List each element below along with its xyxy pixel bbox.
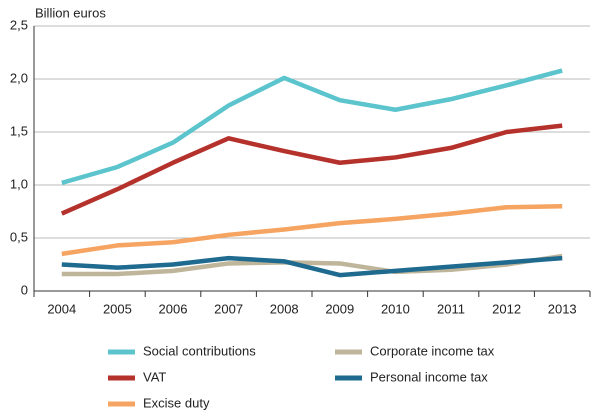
x-tick-label: 2009 <box>325 301 354 316</box>
y-tick-label: 1,5 <box>10 123 28 138</box>
legend-label: Social contributions <box>143 343 256 358</box>
series-line <box>61 253 563 277</box>
legend-label: Personal income tax <box>370 369 488 384</box>
y-tick-label: 2,5 <box>10 17 28 32</box>
series-line <box>61 203 563 257</box>
series-line <box>61 255 563 278</box>
y-tick-label: 1,0 <box>10 176 28 191</box>
y-tick-label: 0 <box>21 282 28 297</box>
x-tick-label: 2013 <box>548 301 577 316</box>
y-tick-label: 0,5 <box>10 229 28 244</box>
y-tick-label: 2,0 <box>10 70 28 85</box>
series-line <box>60 123 563 216</box>
x-tick-label: 2011 <box>437 301 465 316</box>
x-tick-label: 2007 <box>214 301 243 316</box>
legend-label: VAT <box>143 369 166 384</box>
x-tick-label: 2008 <box>270 301 299 316</box>
x-tick-label: 2004 <box>47 301 76 316</box>
legend-label: Corporate income tax <box>370 343 495 358</box>
series-line <box>61 68 563 186</box>
y-axis-label: Billion euros <box>35 5 106 20</box>
x-tick-label: 2005 <box>103 301 132 316</box>
x-tick-label: 2012 <box>492 301 521 316</box>
x-tick-label: 2006 <box>159 301 188 316</box>
x-tick-label: 2010 <box>381 301 410 316</box>
legend-label: Excise duty <box>143 395 210 410</box>
